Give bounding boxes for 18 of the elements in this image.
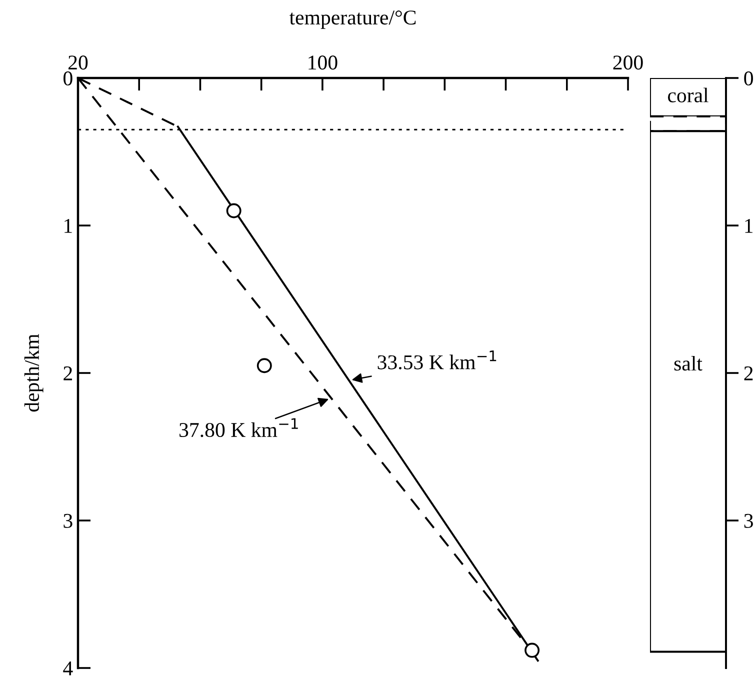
y-tick-label: 2	[744, 366, 753, 380]
x-tick-label: 200	[613, 56, 643, 70]
series-label: coral	[668, 88, 708, 102]
x-tick-label: 20	[68, 56, 88, 70]
y-tick-label: 0	[744, 71, 753, 86]
y-tick-label: 1	[64, 218, 72, 233]
y-tick-label: 3	[744, 514, 753, 528]
x-axis-title: temperature/°C	[289, 10, 416, 29]
y-tick-label: 4	[63, 662, 73, 676]
annotation: 37.80 K km$^{−1}$	[180, 418, 298, 438]
y-tick-label: 1	[745, 218, 753, 233]
y-tick-label: 0	[64, 71, 72, 86]
x-tick-label: 100	[308, 56, 338, 70]
y-tick-label: 2	[64, 366, 72, 380]
y-axis-title: depth/km	[24, 334, 44, 412]
series-label: salt	[674, 356, 702, 371]
y-tick-label: 3	[64, 514, 72, 528]
annotation: 33.53 K km$^{−1}$	[378, 350, 496, 370]
